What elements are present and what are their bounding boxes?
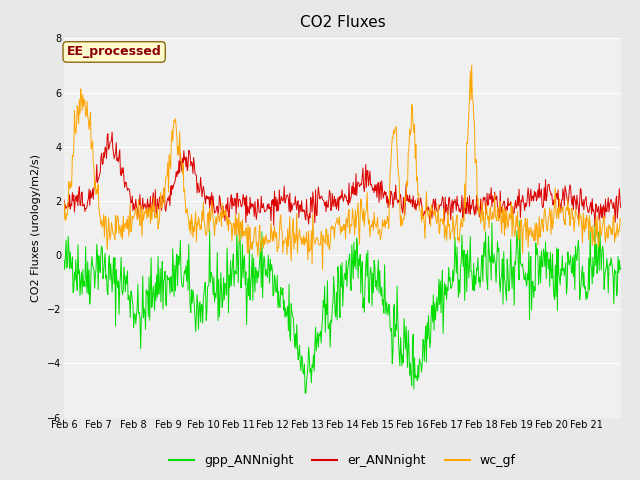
Y-axis label: CO2 Fluxes (urology/m2/s): CO2 Fluxes (urology/m2/s) xyxy=(31,154,42,302)
Text: EE_processed: EE_processed xyxy=(67,46,161,59)
Title: CO2 Fluxes: CO2 Fluxes xyxy=(300,15,385,30)
Legend: gpp_ANNnight, er_ANNnight, wc_gf: gpp_ANNnight, er_ANNnight, wc_gf xyxy=(164,449,520,472)
